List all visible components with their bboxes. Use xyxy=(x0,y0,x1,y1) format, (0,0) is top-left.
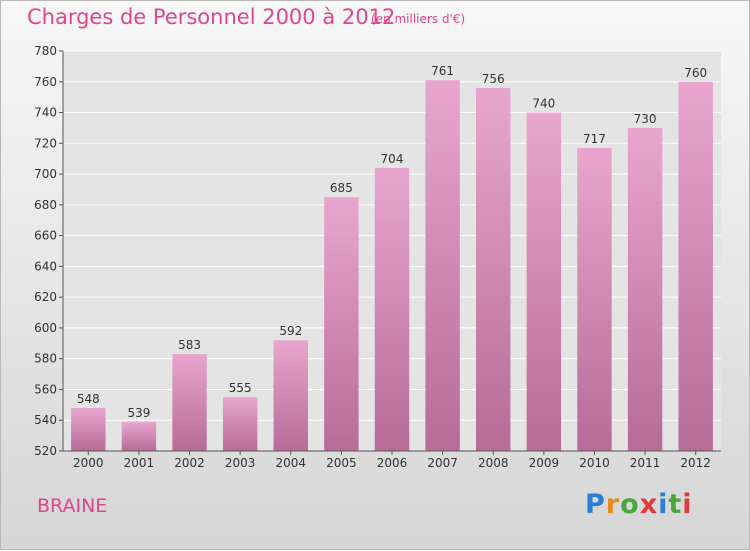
y-tick-label: 760 xyxy=(34,75,57,89)
y-axis: 520 540 560 580 600 620 640 660 680 700 720 740 760 7… xyxy=(34,44,64,458)
x-tick-label: 2009 xyxy=(529,456,560,470)
x-tick-label: 2006 xyxy=(377,456,408,470)
logo-letter: i xyxy=(682,489,693,520)
data-label: 592 xyxy=(279,324,302,338)
chart-title: Charges de Personnel 2000 à 2012 xyxy=(27,5,396,29)
data-label: 548 xyxy=(77,392,100,406)
bar-2003 xyxy=(222,397,258,451)
proxiti-logo[interactable]: Proxiti xyxy=(585,489,693,520)
y-tick-label: 580 xyxy=(34,352,57,366)
y-tick-label: 540 xyxy=(34,413,57,427)
x-tick-label: 2000 xyxy=(73,456,104,470)
y-tick-label: 720 xyxy=(34,136,57,150)
logo-letter: r xyxy=(605,489,621,520)
x-tick-label: 2008 xyxy=(478,456,509,470)
data-label: 761 xyxy=(431,64,454,78)
data-label: 740 xyxy=(532,97,555,111)
logo-letter: o xyxy=(620,489,640,520)
bar-2006 xyxy=(374,167,410,451)
data-label: 717 xyxy=(583,132,606,146)
y-tick-label: 640 xyxy=(34,259,57,273)
bar-2000 xyxy=(71,407,106,451)
data-label: 756 xyxy=(482,72,505,86)
y-tick-label: 600 xyxy=(34,321,57,335)
bar-2001 xyxy=(121,421,157,451)
x-axis: 2000 2001 2002 2003 2004 2005 2006 2007 2008 2009… xyxy=(63,450,721,470)
data-label: 685 xyxy=(330,181,353,195)
x-tick-label: 2002 xyxy=(174,456,205,470)
logo-letter: i xyxy=(658,489,669,520)
x-tick-label: 2004 xyxy=(275,456,306,470)
bar-2004 xyxy=(273,340,308,451)
bar-2011 xyxy=(627,127,663,451)
data-label: 760 xyxy=(684,66,707,80)
data-label: 704 xyxy=(381,152,404,166)
bar-2002 xyxy=(172,354,207,451)
commune-name: BRAINE xyxy=(37,495,108,517)
y-tick-label: 680 xyxy=(34,198,57,212)
data-label: 555 xyxy=(229,381,252,395)
chart-subtitle: (en milliers d'€) xyxy=(371,12,466,26)
y-tick-label: 700 xyxy=(34,167,57,181)
bars: 548 539 583 555 592 685 704 761 756 740 717 730 760 xyxy=(71,64,713,452)
x-tick-label: 2005 xyxy=(326,456,357,470)
logo-letter: t xyxy=(668,489,683,520)
logo-letter: x xyxy=(639,489,659,520)
y-tick-label: 780 xyxy=(34,44,57,58)
y-tick-label: 740 xyxy=(34,106,57,120)
x-tick-label: 2003 xyxy=(225,456,256,470)
bar-2009 xyxy=(526,112,562,452)
data-label: 730 xyxy=(634,112,657,126)
y-tick-label: 520 xyxy=(34,444,57,458)
bar-2008 xyxy=(476,87,511,451)
bar-2007 xyxy=(425,80,460,451)
x-tick-label: 2010 xyxy=(579,456,610,470)
bar-2005 xyxy=(324,197,359,451)
y-tick-label: 620 xyxy=(34,290,57,304)
logo-letter: P xyxy=(585,489,606,520)
bar-2012 xyxy=(678,81,713,452)
data-label: 583 xyxy=(178,338,201,352)
bar-2010 xyxy=(577,147,612,451)
x-tick-label: 2012 xyxy=(680,456,711,470)
x-tick-label: 2011 xyxy=(630,456,661,470)
data-label: 539 xyxy=(127,406,150,420)
y-tick-label: 660 xyxy=(34,229,57,243)
x-tick-label: 2001 xyxy=(124,456,155,470)
y-tick-label: 560 xyxy=(34,382,57,396)
x-tick-label: 2007 xyxy=(427,456,458,470)
